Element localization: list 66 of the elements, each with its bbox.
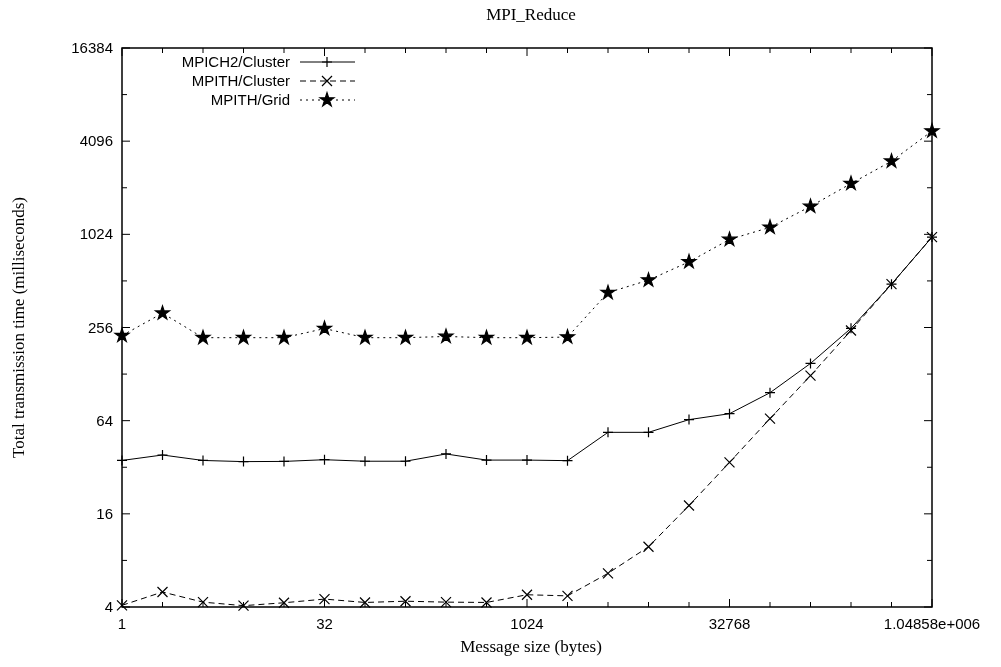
point — [764, 413, 776, 425]
point — [883, 153, 900, 168]
point — [237, 456, 250, 468]
point — [438, 328, 454, 343]
point — [683, 499, 695, 512]
point — [802, 198, 819, 213]
point — [681, 253, 697, 269]
y-tick-label: 4 — [104, 598, 113, 615]
point — [519, 329, 535, 345]
point — [397, 329, 414, 345]
point — [316, 320, 333, 336]
y-tick-label: 256 — [87, 318, 113, 336]
x-tick-label: 1.04858e+006 — [883, 615, 981, 632]
point — [721, 231, 738, 246]
y-tick-label: 64 — [96, 411, 113, 429]
point — [640, 272, 657, 287]
point — [804, 357, 817, 370]
point — [600, 284, 616, 300]
point — [723, 408, 736, 420]
point — [642, 426, 655, 438]
point — [197, 596, 209, 608]
y-tick-label: 16 — [96, 504, 113, 522]
point — [642, 541, 655, 553]
point — [359, 596, 371, 609]
point — [924, 123, 940, 138]
x-tick-label: 32768 — [708, 615, 751, 632]
point — [235, 329, 252, 345]
point — [561, 455, 574, 467]
point — [237, 600, 250, 612]
point — [559, 329, 576, 344]
legend-label: MPITH/Grid — [210, 91, 290, 108]
point — [723, 456, 736, 468]
point — [762, 219, 778, 234]
point — [278, 597, 290, 609]
point — [276, 329, 292, 345]
point — [561, 590, 574, 602]
y-tick-label: 1024 — [79, 225, 113, 243]
point — [156, 586, 169, 598]
point — [480, 454, 493, 466]
legend-label: MPICH2/Cluster — [181, 53, 290, 70]
point — [154, 305, 171, 320]
point — [480, 596, 493, 609]
point — [804, 370, 817, 382]
point — [399, 595, 412, 607]
point — [521, 589, 533, 601]
chart-title: MPI_Reduce — [486, 5, 576, 24]
point — [116, 599, 128, 611]
y-tick-label: 16384 — [71, 39, 113, 56]
y-tick-label: 4096 — [79, 132, 113, 150]
point — [318, 593, 331, 605]
x-tick-label: 1 — [117, 615, 127, 632]
point — [156, 449, 169, 461]
point — [357, 329, 373, 345]
point — [318, 454, 331, 466]
x-axis-title: Message size (bytes) — [460, 637, 602, 656]
x-tick-label: 32 — [316, 615, 333, 632]
point — [602, 567, 614, 579]
legend-label: MPITH/Cluster — [191, 72, 290, 89]
point — [478, 329, 495, 345]
x-tick-label: 1024 — [510, 615, 544, 632]
point — [399, 455, 412, 467]
point — [114, 327, 130, 343]
point — [440, 596, 452, 608]
y-axis-title: Total transmission time (milliseconds) — [9, 197, 28, 458]
point — [843, 175, 859, 191]
point — [195, 329, 211, 345]
